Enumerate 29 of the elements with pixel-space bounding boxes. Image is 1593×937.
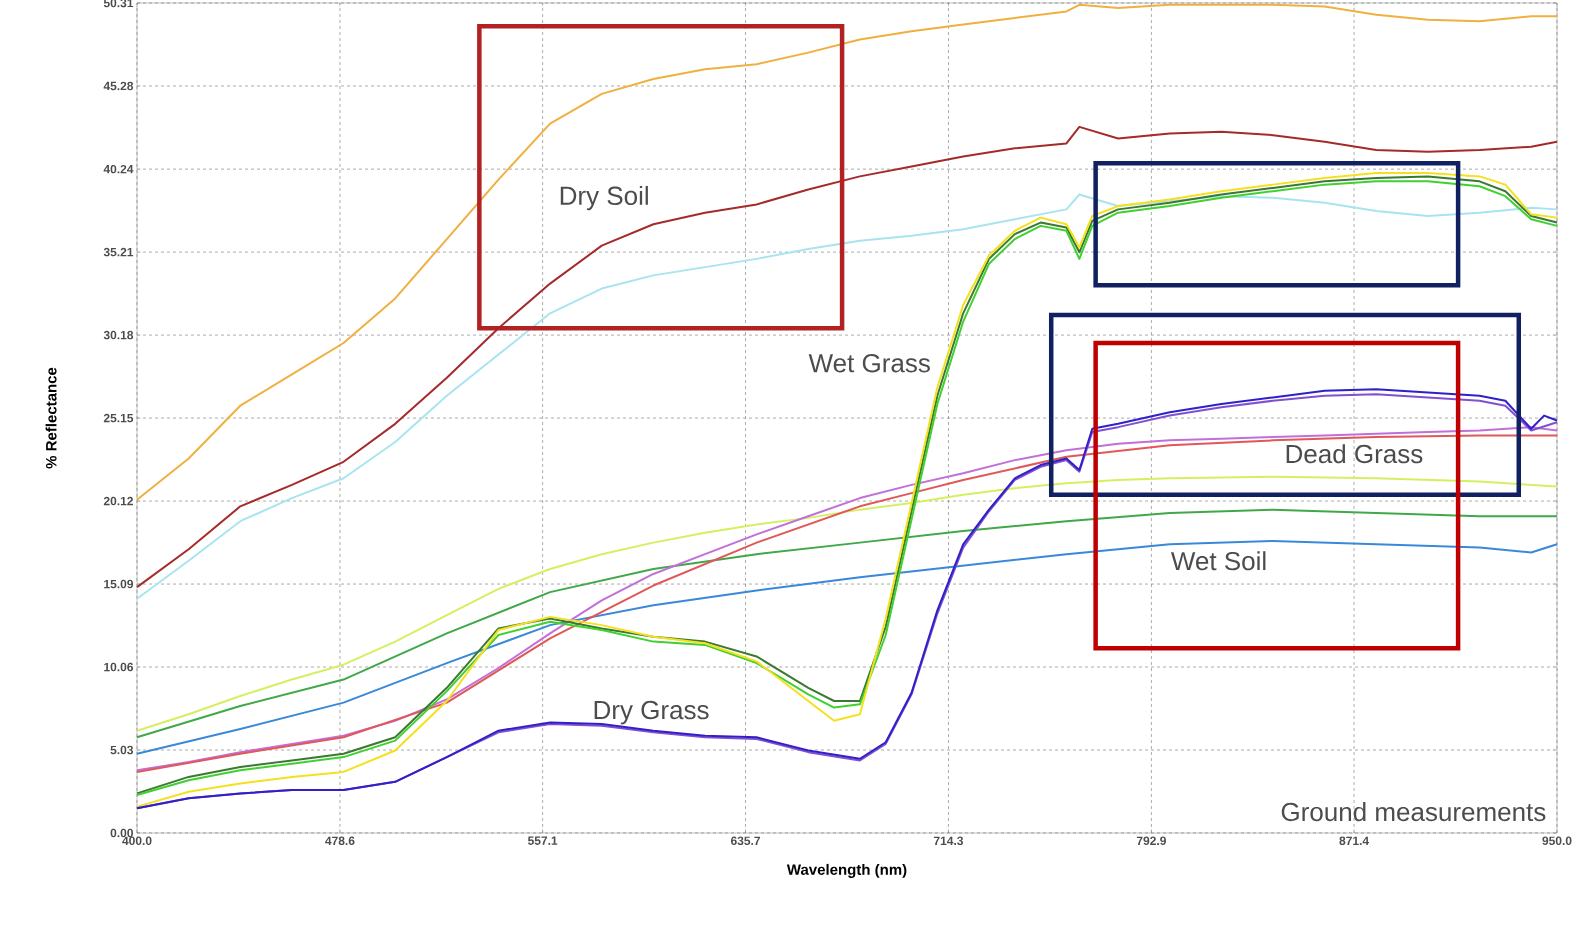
annotation: Dry Grass bbox=[594, 700, 709, 725]
annotation: Dead Grass bbox=[1286, 444, 1423, 464]
annotation: Wet Grass bbox=[808, 354, 930, 373]
x-tick-label: 714.3 bbox=[933, 836, 964, 846]
x-tick-label: 557.1 bbox=[527, 836, 558, 845]
y-axis-title: % Reflectance bbox=[45, 367, 57, 469]
annotation: Dry Soil bbox=[560, 185, 648, 211]
annotation: Wet Soil bbox=[1170, 551, 1266, 571]
y-tick-label: 25.15 bbox=[103, 413, 134, 423]
y-tick-label: 35.21 bbox=[103, 247, 134, 257]
y-tick-label: 20.12 bbox=[103, 496, 133, 506]
annotation: Ground measurements bbox=[1281, 802, 1546, 822]
y-tick-label: 30.18 bbox=[103, 330, 134, 340]
x-tick-label: 950.0 bbox=[1542, 836, 1572, 846]
x-tick-label: 871.4 bbox=[1339, 836, 1369, 846]
y-tick-label: 10.06 bbox=[104, 662, 134, 672]
x-tick-label: 635.7 bbox=[730, 836, 761, 846]
y-tick-label: 45.28 bbox=[103, 81, 134, 91]
y-tick-label: 0.00 bbox=[110, 828, 133, 838]
line-series bbox=[136, 475, 1558, 732]
line-series bbox=[136, 508, 1558, 739]
line-series bbox=[136, 125, 1558, 589]
y-tick-label: 5.03 bbox=[110, 745, 134, 755]
y-tick-label: 40.24 bbox=[103, 164, 134, 174]
y-tick-label: 15.09 bbox=[104, 579, 134, 589]
x-tick-label: 400.0 bbox=[122, 836, 152, 846]
x-axis-title: Wavelength (nm) bbox=[786, 863, 907, 878]
x-tick-label: 792.9 bbox=[1136, 836, 1166, 846]
x-tick-label: 478.6 bbox=[325, 836, 355, 846]
